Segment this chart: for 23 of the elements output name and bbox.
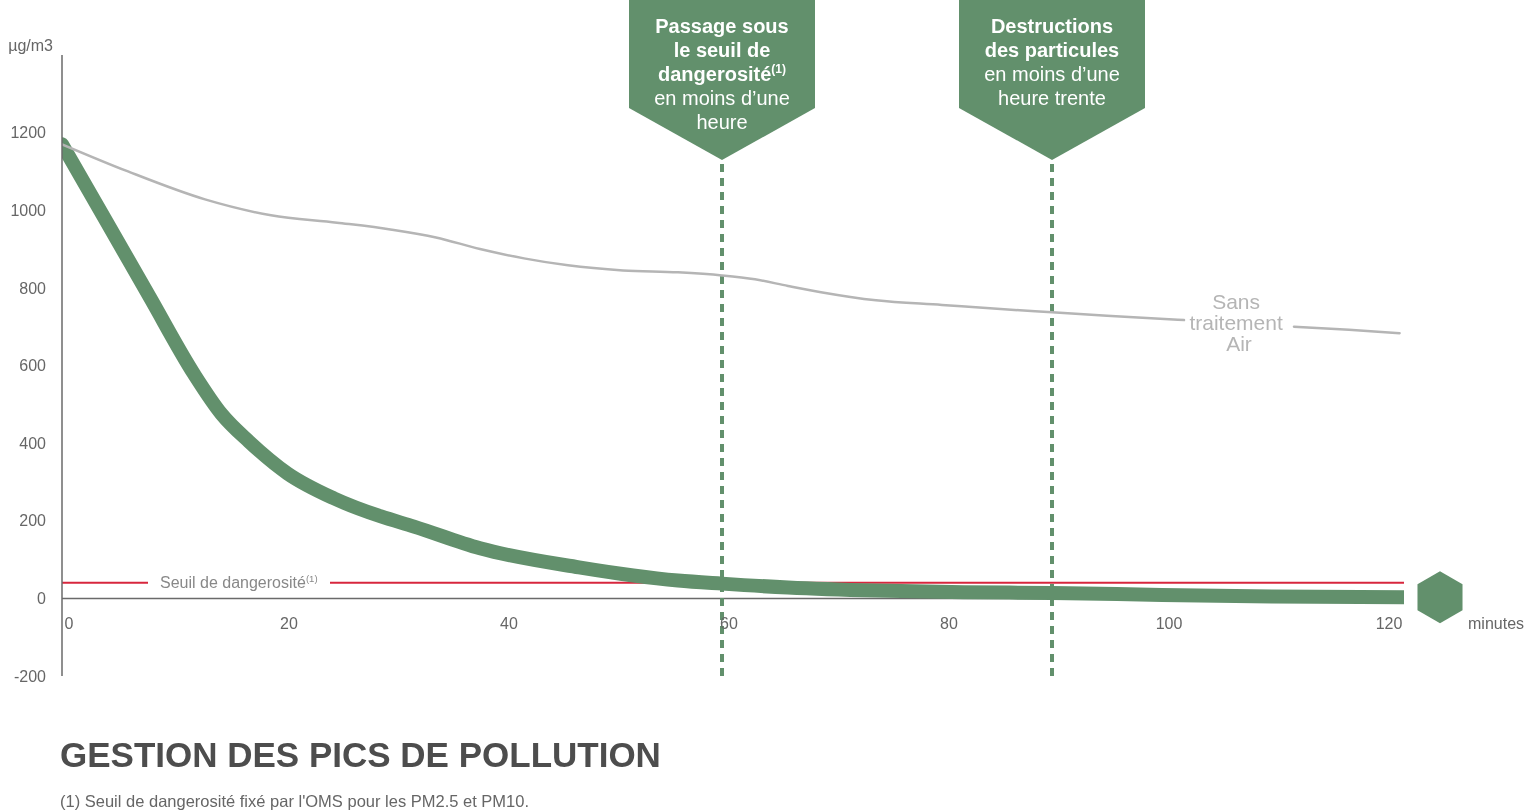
- x-tick-label: 100: [1155, 615, 1183, 633]
- ref-line-label: Passage sous le seuil de dangerosité$^{(1)}$ en moins d’une heure: [653, 14, 791, 134]
- y-tick-label: 0: [37, 590, 47, 608]
- y-axis-title: µg/m3: [8, 37, 54, 54]
- y-tick-label: 800: [19, 279, 47, 297]
- y-tick-label: 400: [19, 434, 47, 452]
- x-axis-title: minutes: [1468, 615, 1525, 633]
- text: GESTION DES PICS DE POLLUTION: [60, 735, 661, 775]
- x-tick-label: 40: [500, 615, 518, 633]
- y-tick-label: -200: [13, 667, 47, 685]
- x-tick-label: 20: [280, 615, 298, 633]
- text: (1) Seuil de dangerosité fixé par l'OMS pour les PM2.5 et PM10.: [60, 792, 530, 810]
- y-tick-label: 600: [19, 357, 47, 375]
- x-tick-label: 0: [64, 615, 74, 633]
- x-tick-label: 80: [940, 615, 958, 633]
- x-tick-label: 120: [1375, 615, 1403, 633]
- y-tick-label: 1200: [10, 124, 47, 142]
- ref-line-label: Seuil de dangerosité$^{(1)}$: [148, 570, 330, 595]
- series-label: Sans traitement Air: [1189, 290, 1289, 356]
- y-tick-label: 200: [19, 512, 47, 530]
- ref-line-label: Destructions des particules en moins d’une heure trente: [983, 14, 1121, 110]
- y-tick-label: 1000: [10, 201, 47, 219]
- x-tick-label: 60: [720, 615, 738, 633]
